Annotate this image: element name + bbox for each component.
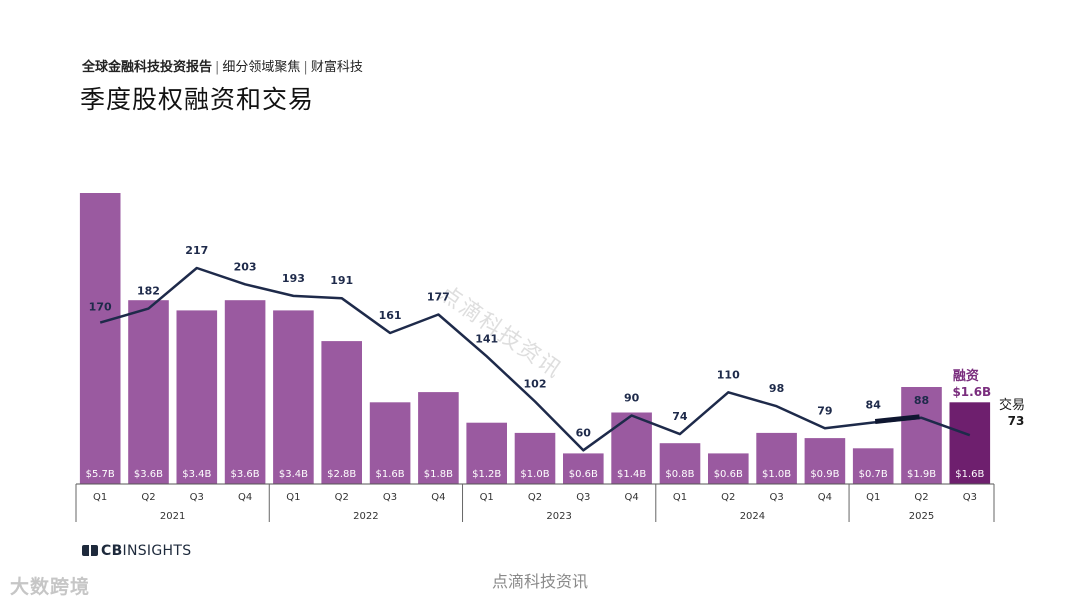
bar-value-label: $1.9B [907, 469, 936, 480]
quarter-tick-label: Q1 [286, 492, 300, 503]
line-value-label: 74 [672, 410, 688, 423]
year-tick-label: 2024 [740, 511, 765, 522]
cb-logo-icon [82, 545, 98, 556]
header-separator-2: | [303, 60, 308, 75]
line-value-label: 191 [330, 274, 353, 287]
quarter-tick-label: Q3 [383, 492, 397, 503]
bar [418, 392, 459, 484]
quarter-tick-label: Q2 [528, 492, 542, 503]
cb-insights-logo: CBINSIGHTS [82, 543, 191, 559]
line-value-label: 60 [576, 426, 592, 439]
bar [901, 387, 942, 484]
quarter-tick-label: Q1 [480, 492, 494, 503]
quarter-tick-label: Q1 [673, 492, 687, 503]
bar [756, 432, 797, 484]
line-value-label: 217 [185, 244, 208, 257]
quarter-tick-label: Q2 [335, 492, 349, 503]
bar [466, 422, 507, 484]
bar-value-label: $0.6B [714, 469, 743, 480]
year-tick-label: 2025 [909, 511, 934, 522]
line-value-label: 102 [524, 378, 547, 391]
bar-value-label: $0.8B [665, 469, 694, 480]
header-tag-sector: 财富科技 [310, 60, 363, 75]
report-header: 全球金融科技投资报告 | 细分领域聚焦 | 财富科技 [82, 56, 363, 75]
bar [514, 432, 556, 484]
header-separator-1: | [215, 60, 220, 75]
page-title: 季度股权融资和交易 [80, 85, 315, 114]
quarter-tick-label: Q3 [190, 492, 204, 503]
quarter-tick-label: Q4 [431, 492, 445, 503]
quarter-tick-label: Q2 [914, 492, 928, 503]
bar-value-label: $5.7B [86, 469, 115, 480]
quarter-tick-label: Q2 [721, 492, 735, 503]
line-highlight-segment [874, 414, 920, 424]
bar [708, 453, 749, 484]
funding-callout-value: $1.6B [952, 385, 991, 399]
bar-value-label: $1.6B [955, 469, 984, 480]
bar-value-label: $3.4B [182, 469, 211, 480]
line-value-label: 182 [137, 285, 160, 298]
line-value-label: 141 [475, 332, 498, 345]
year-tick-label: 2021 [160, 511, 185, 522]
quarter-tick-label: Q2 [141, 492, 155, 503]
bar [659, 443, 701, 484]
bar [128, 300, 169, 484]
bar-value-label: $3.6B [231, 469, 260, 480]
bar-value-label: $1.0B [762, 469, 791, 480]
line-value-label: 98 [769, 382, 784, 395]
bar [321, 341, 362, 484]
bar [224, 300, 266, 484]
bar-value-label: $1.4B [617, 469, 646, 480]
footer-source: 点滴科技资讯 [491, 572, 588, 591]
deals-callout-label: 交易 [999, 397, 1025, 413]
brand-suffix: INSIGHTS [122, 543, 192, 559]
quarter-tick-label: Q3 [576, 492, 590, 503]
quarter-tick-label: Q3 [963, 492, 977, 503]
line-value-label: 193 [282, 272, 305, 285]
line-value-label: 88 [914, 394, 929, 407]
line-value-label: 170 [89, 301, 112, 314]
report-name: 全球金融科技投资报告 [82, 60, 213, 75]
bar [273, 310, 314, 484]
bar-value-label: $1.0B [520, 469, 549, 480]
line-value-label: 110 [717, 368, 740, 381]
bar-value-label: $0.6B [569, 469, 598, 480]
quarter-tick-label: Q4 [818, 492, 832, 503]
bar [949, 402, 991, 484]
line-value-label: 203 [234, 260, 257, 273]
bar-value-label: $1.6B [375, 469, 404, 480]
line-value-label: 177 [427, 290, 450, 303]
quarter-tick-label: Q4 [625, 492, 639, 503]
bar-value-label: $3.4B [279, 469, 308, 480]
bar [852, 448, 894, 484]
brand-prefix: CB [101, 543, 123, 559]
funding-callout-label: 融资 [953, 368, 979, 384]
deals-line [99, 266, 971, 452]
quarter-tick-label: Q4 [238, 492, 252, 503]
bar [369, 402, 411, 484]
deals-callout-value: 73 [1008, 414, 1025, 428]
quarter-tick-label: Q3 [769, 492, 783, 503]
year-tick-label: 2023 [546, 511, 571, 522]
bar [804, 438, 846, 484]
header-tag-segment: 细分领域聚焦 [222, 60, 301, 75]
bar-value-label: $0.7B [859, 469, 888, 480]
bar [176, 310, 218, 484]
corner-logo: 大数跨境 [10, 576, 91, 598]
bar [563, 453, 604, 484]
quarter-tick-label: Q1 [866, 492, 880, 503]
line-value-label: 90 [624, 391, 640, 404]
bar [79, 193, 121, 484]
bar-value-label: $2.8B [327, 469, 356, 480]
bar-value-label: $0.9B [810, 469, 839, 480]
line-value-label: 79 [817, 404, 832, 417]
bar-value-label: $3.6B [134, 469, 163, 480]
bar-value-label: $1.2B [472, 469, 501, 480]
line-value-label: 161 [379, 309, 402, 322]
quarter-tick-label: Q1 [93, 492, 107, 503]
line-value-label: 84 [866, 398, 882, 411]
year-tick-label: 2022 [353, 511, 378, 522]
bar-value-label: $1.8B [424, 469, 453, 480]
